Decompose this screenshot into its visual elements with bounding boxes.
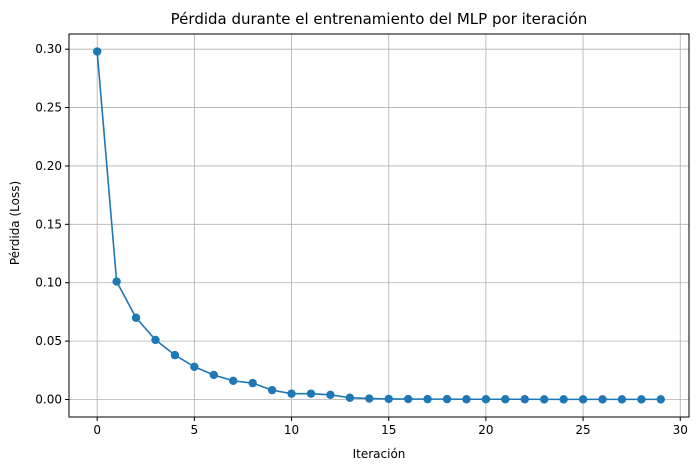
data-point [481,395,491,404]
data-points [92,47,666,404]
data-point [462,395,471,404]
data-point [617,395,627,404]
x-tick-label: 5 [191,423,199,437]
data-point [112,277,121,286]
x-axis-ticks: 0 5 10 15 20 25 30 [93,417,688,437]
data-point [267,385,277,395]
y-tick-label: 0.15 [35,217,62,231]
y-axis-label: Pérdida (Loss) [8,181,22,265]
data-point [326,390,335,400]
x-tick-label: 0 [93,423,101,437]
y-tick-label: 0.30 [35,42,62,56]
data-point [131,313,141,322]
x-tick-label: 30 [673,423,688,437]
x-axis-label: Iteración [353,447,406,461]
data-point [501,395,510,404]
y-tick-label: 0.10 [35,276,62,290]
data-point [423,394,432,404]
data-point [345,393,355,402]
data-point [559,395,568,404]
x-tick-label: 20 [478,423,493,437]
data-point [365,394,374,403]
data-point [578,395,588,404]
data-point [151,335,160,345]
y-tick-label: 0.00 [35,392,62,406]
data-point [229,376,238,386]
data-point [248,378,257,388]
data-point [540,395,549,404]
data-point [656,395,666,404]
data-point [637,395,646,404]
y-axis-ticks: 0.00 0.05 0.10 0.15 0.20 0.25 0.30 [35,42,69,406]
data-point [384,394,393,404]
data-point [442,394,452,404]
data-point [520,395,529,404]
y-tick-label: 0.20 [35,159,62,173]
plot-frame [68,33,690,418]
data-point [306,389,316,398]
data-point [209,370,218,380]
y-tick-label: 0.25 [35,101,62,115]
y-tick-label: 0.05 [35,334,62,348]
chart-title: Pérdida durante el entrenamiento del MLP… [171,10,588,28]
data-point [403,394,413,404]
data-point [170,350,180,360]
data-point [190,362,199,371]
x-tick-label: 25 [575,423,590,437]
data-point [287,389,296,398]
x-tick-label: 10 [284,423,299,437]
x-tick-label: 15 [381,423,396,437]
grid [69,34,689,417]
data-point [598,395,607,404]
data-point [92,47,102,56]
